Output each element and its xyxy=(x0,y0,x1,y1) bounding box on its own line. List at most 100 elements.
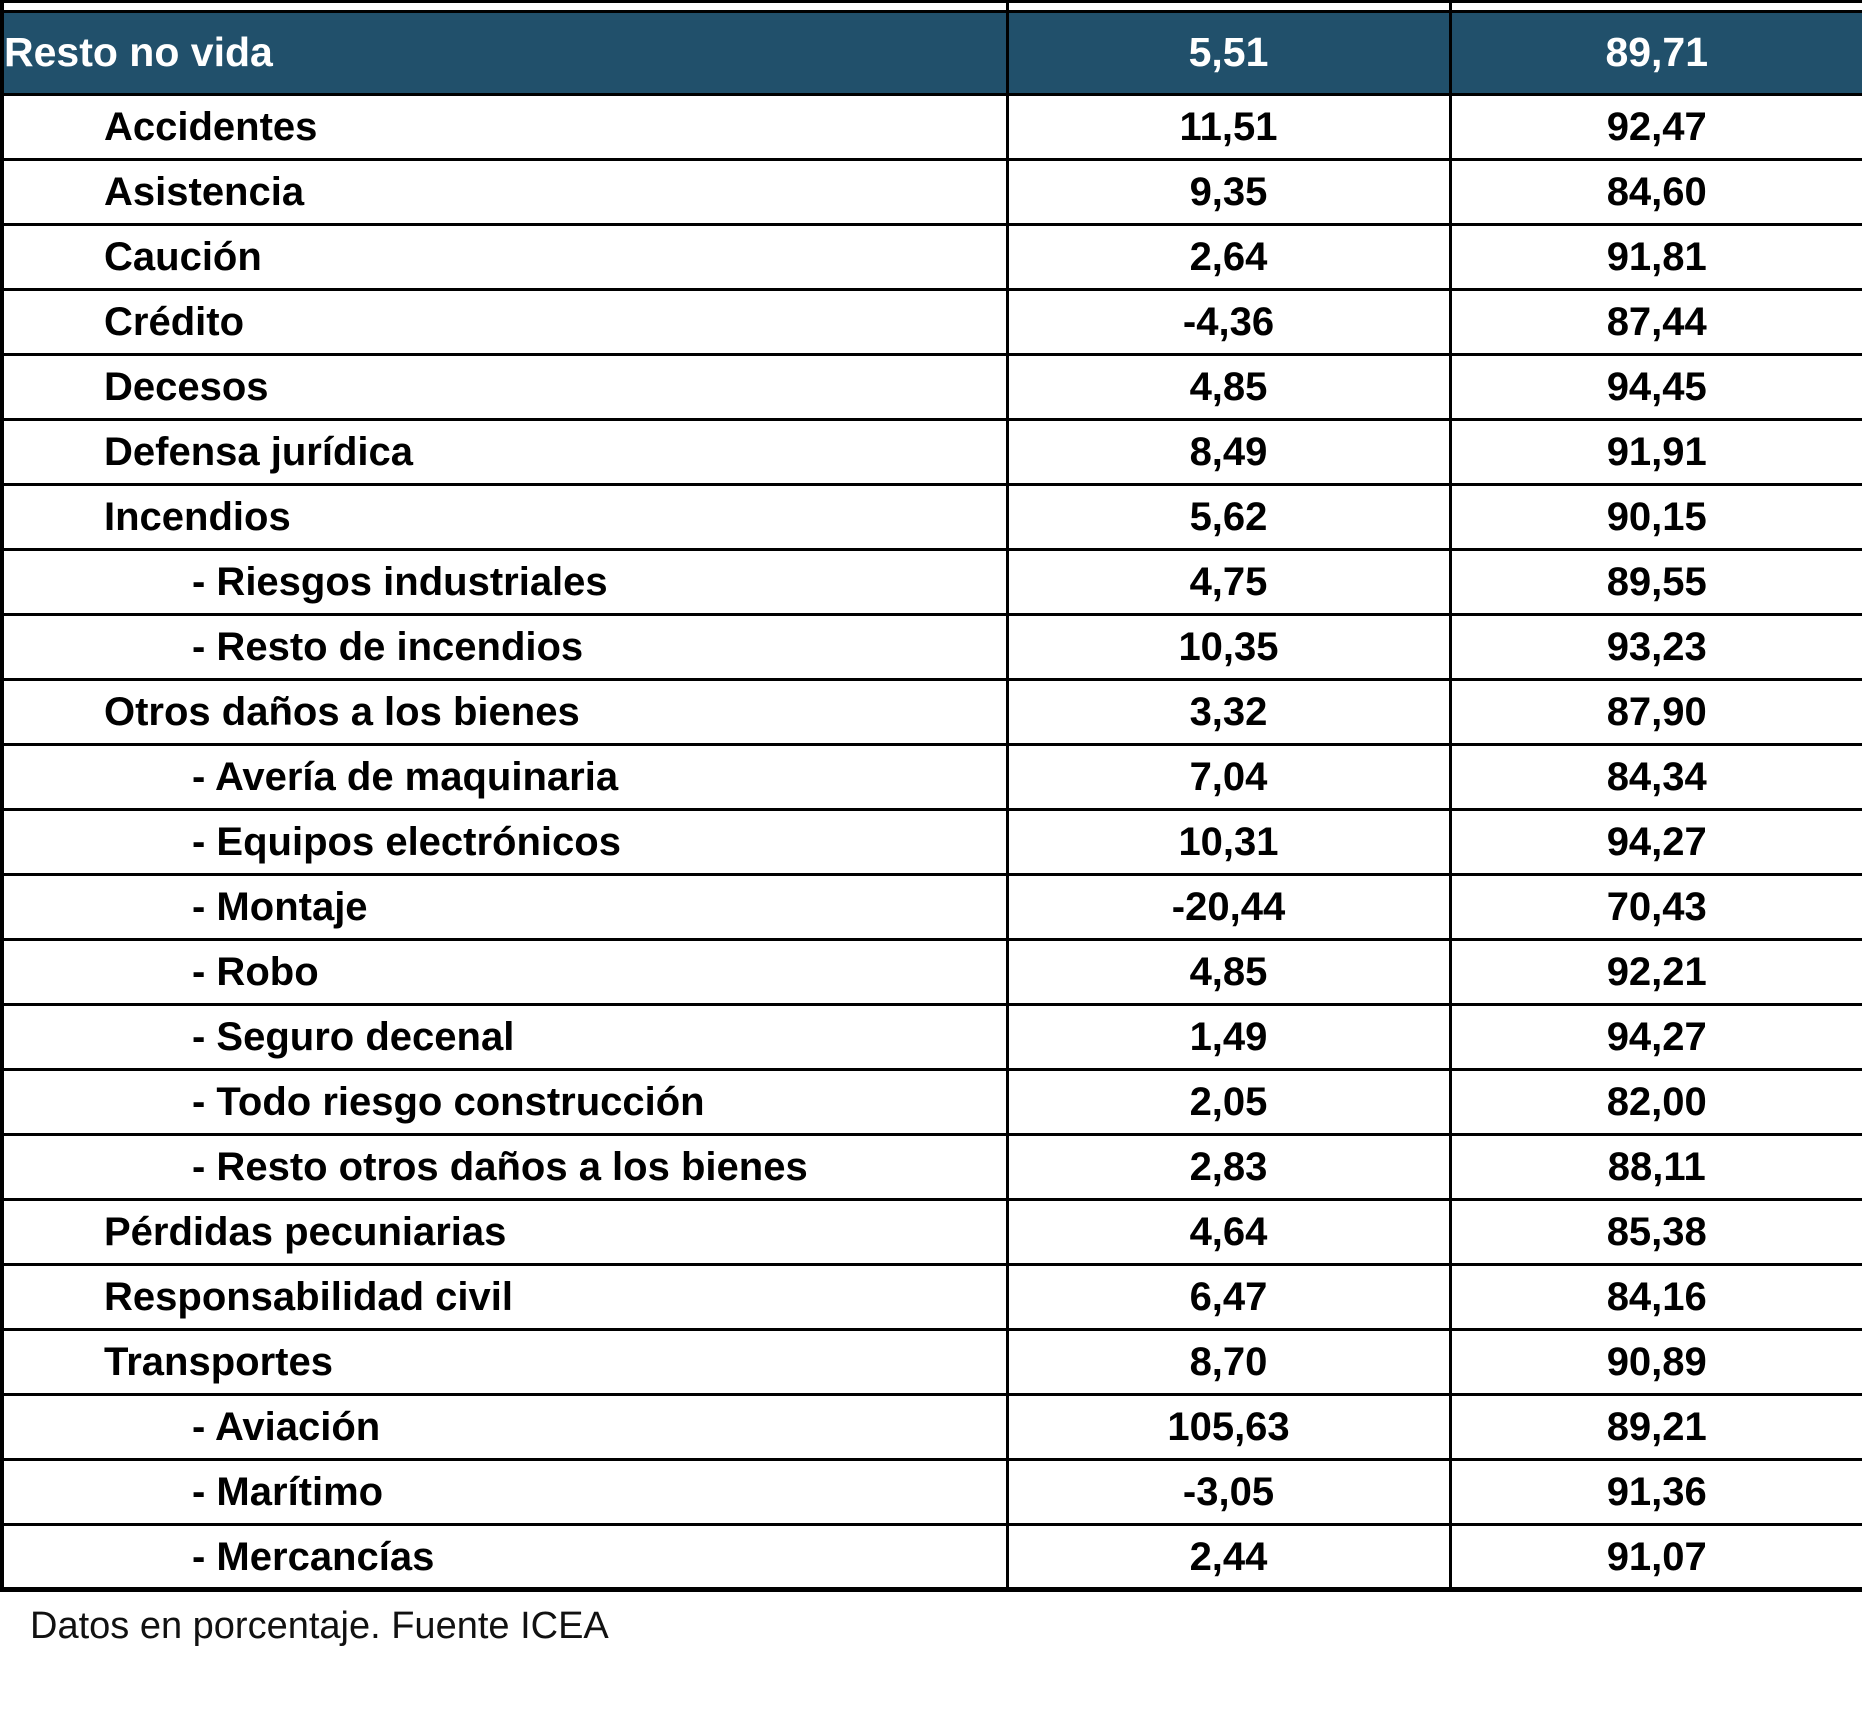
row-value1-cell: 2,64 xyxy=(1005,223,1452,291)
table-header-row: Resto no vida 5,51 89,71 xyxy=(0,10,1862,96)
non-life-results-table: Resto no vida 5,51 89,71 Accidentes 11,5… xyxy=(0,0,1862,1592)
row-value2-cell: 90,89 xyxy=(1448,1328,1862,1396)
row-value1-cell: 105,63 xyxy=(1005,1393,1452,1461)
row-value1-cell: 8,49 xyxy=(1005,418,1452,486)
table-row: - Seguro decenal 1,49 94,27 xyxy=(0,1003,1862,1071)
row-label-cell: Decesos xyxy=(0,353,1009,421)
row-label-cell: Otros daños a los bienes xyxy=(0,678,1009,746)
row-value2-cell: 70,43 xyxy=(1448,873,1862,941)
row-value1-cell: -4,36 xyxy=(1005,288,1452,356)
row-value2-cell: 84,60 xyxy=(1448,158,1862,226)
table-row: - Aviación 105,63 89,21 xyxy=(0,1393,1862,1461)
source-note: Datos en porcentaje. Fuente ICEA xyxy=(30,1605,609,1647)
row-label-cell: - Seguro decenal xyxy=(0,1003,1009,1071)
row-label-cell: Pérdidas pecuniarias xyxy=(0,1198,1009,1266)
row-label-cell: - Avería de maquinaria xyxy=(0,743,1009,811)
table-row: - Equipos electrónicos 10,31 94,27 xyxy=(0,808,1862,876)
row-label-cell: - Mercancías xyxy=(0,1523,1009,1591)
row-value2-cell: 89,55 xyxy=(1448,548,1862,616)
table-row: Crédito -4,36 87,44 xyxy=(0,288,1862,356)
table-row: Accidentes 11,51 92,47 xyxy=(0,93,1862,161)
table-row: Asistencia 9,35 84,60 xyxy=(0,158,1862,226)
row-value1-cell: 9,35 xyxy=(1005,158,1452,226)
table-row: - Montaje -20,44 70,43 xyxy=(0,873,1862,941)
row-value1-cell: 4,85 xyxy=(1005,938,1452,1006)
row-value1-cell: 4,85 xyxy=(1005,353,1452,421)
row-value2-cell: 91,36 xyxy=(1448,1458,1862,1526)
cutoff-value2-cell xyxy=(1448,1,1862,13)
table-row: - Resto otros daños a los bienes 2,83 88… xyxy=(0,1133,1862,1201)
row-value2-cell: 93,23 xyxy=(1448,613,1862,681)
row-value1-cell: 2,44 xyxy=(1005,1523,1452,1591)
row-label-cell: - Marítimo xyxy=(0,1458,1009,1526)
row-value1-cell: 10,35 xyxy=(1005,613,1452,681)
row-value1-cell: 5,62 xyxy=(1005,483,1452,551)
cutoff-row xyxy=(0,1,1862,13)
row-value1-cell: 2,83 xyxy=(1005,1133,1452,1201)
row-label-cell: - Equipos electrónicos xyxy=(0,808,1009,876)
row-value1-cell: 1,49 xyxy=(1005,1003,1452,1071)
row-label-cell: - Riesgos industriales xyxy=(0,548,1009,616)
row-value2-cell: 84,16 xyxy=(1448,1263,1862,1331)
row-label-cell: - Resto otros daños a los bienes xyxy=(0,1133,1009,1201)
table-row: - Marítimo -3,05 91,36 xyxy=(0,1458,1862,1526)
row-label-cell: - Robo xyxy=(0,938,1009,1006)
table-row: Responsabilidad civil 6,47 84,16 xyxy=(0,1263,1862,1331)
row-value1-cell: 3,32 xyxy=(1005,678,1452,746)
table-row: Caución 2,64 91,81 xyxy=(0,223,1862,291)
row-label-cell: - Aviación xyxy=(0,1393,1009,1461)
row-label-cell: Asistencia xyxy=(0,158,1009,226)
row-label-cell: Crédito xyxy=(0,288,1009,356)
table-row: - Todo riesgo construcción 2,05 82,00 xyxy=(0,1068,1862,1136)
cutoff-value1-cell xyxy=(1005,1,1452,13)
table-row: - Mercancías 2,44 91,07 xyxy=(0,1523,1862,1591)
header-label-cell: Resto no vida xyxy=(0,10,1009,96)
row-value1-cell: 7,04 xyxy=(1005,743,1452,811)
row-value1-cell: -20,44 xyxy=(1005,873,1452,941)
row-label-cell: Incendios xyxy=(0,483,1009,551)
row-value1-cell: 4,64 xyxy=(1005,1198,1452,1266)
table-row: Incendios 5,62 90,15 xyxy=(0,483,1862,551)
table-row: - Resto de incendios 10,35 93,23 xyxy=(0,613,1862,681)
table-row: Transportes 8,70 90,89 xyxy=(0,1328,1862,1396)
row-value2-cell: 91,07 xyxy=(1448,1523,1862,1591)
table-row: Pérdidas pecuniarias 4,64 85,38 xyxy=(0,1198,1862,1266)
row-value2-cell: 94,27 xyxy=(1448,1003,1862,1071)
row-value2-cell: 92,21 xyxy=(1448,938,1862,1006)
row-value2-cell: 91,81 xyxy=(1448,223,1862,291)
row-value2-cell: 87,44 xyxy=(1448,288,1862,356)
row-label-cell: - Montaje xyxy=(0,873,1009,941)
table-body: Resto no vida 5,51 89,71 Accidentes 11,5… xyxy=(0,1,1862,1591)
row-value2-cell: 85,38 xyxy=(1448,1198,1862,1266)
row-label-cell: - Todo riesgo construcción xyxy=(0,1068,1009,1136)
table-row: - Robo 4,85 92,21 xyxy=(0,938,1862,1006)
header-value2-cell: 89,71 xyxy=(1448,10,1862,96)
row-value1-cell: 6,47 xyxy=(1005,1263,1452,1331)
row-value2-cell: 90,15 xyxy=(1448,483,1862,551)
table-row: Decesos 4,85 94,45 xyxy=(0,353,1862,421)
row-value2-cell: 94,27 xyxy=(1448,808,1862,876)
row-value1-cell: -3,05 xyxy=(1005,1458,1452,1526)
row-value1-cell: 11,51 xyxy=(1005,93,1452,161)
row-value2-cell: 94,45 xyxy=(1448,353,1862,421)
table-row: - Avería de maquinaria 7,04 84,34 xyxy=(0,743,1862,811)
row-value1-cell: 4,75 xyxy=(1005,548,1452,616)
row-value2-cell: 89,21 xyxy=(1448,1393,1862,1461)
row-value2-cell: 82,00 xyxy=(1448,1068,1862,1136)
row-label-cell: Accidentes xyxy=(0,93,1009,161)
row-value2-cell: 84,34 xyxy=(1448,743,1862,811)
table-row: Otros daños a los bienes 3,32 87,90 xyxy=(0,678,1862,746)
row-value2-cell: 91,91 xyxy=(1448,418,1862,486)
row-value2-cell: 92,47 xyxy=(1448,93,1862,161)
table-row: - Riesgos industriales 4,75 89,55 xyxy=(0,548,1862,616)
row-label-cell: Defensa jurídica xyxy=(0,418,1009,486)
row-label-cell: Responsabilidad civil xyxy=(0,1263,1009,1331)
row-label-cell: Caución xyxy=(0,223,1009,291)
row-value1-cell: 2,05 xyxy=(1005,1068,1452,1136)
table-row: Defensa jurídica 8,49 91,91 xyxy=(0,418,1862,486)
row-value2-cell: 87,90 xyxy=(1448,678,1862,746)
row-label-cell: - Resto de incendios xyxy=(0,613,1009,681)
row-value2-cell: 88,11 xyxy=(1448,1133,1862,1201)
row-value1-cell: 10,31 xyxy=(1005,808,1452,876)
row-value1-cell: 8,70 xyxy=(1005,1328,1452,1396)
